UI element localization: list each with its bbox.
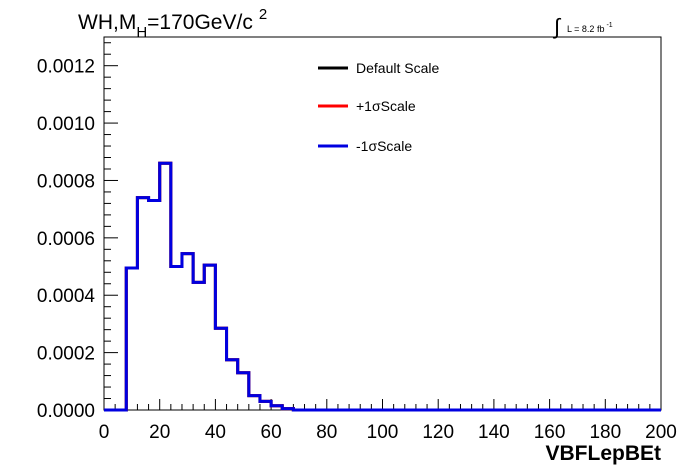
x-tick-label: 20	[149, 422, 170, 443]
title-part-superscript: 2	[259, 6, 267, 23]
x-tick-label: 40	[205, 422, 226, 443]
x-tick-label: 80	[316, 422, 337, 443]
legend-label-minus-sigma-scale: -1σScale	[356, 138, 412, 154]
y-tick-label: 0.0008	[37, 171, 95, 192]
series-line-2	[104, 161, 661, 412]
x-tick-label: 0	[99, 422, 110, 443]
title-part-rest: =170GeV/c	[147, 11, 253, 34]
x-tick-label: 100	[367, 422, 399, 443]
y-tick-label: 0.0010	[37, 114, 95, 135]
lumi-label: L = 8.2 fb -1	[567, 22, 613, 34]
legend: Default Scale +1σScale -1σScale	[318, 60, 439, 154]
chart-title: WH,MH=170GeV/c 2	[78, 6, 267, 41]
lumi-exponent: -1	[606, 22, 612, 29]
lumi-integral-sign: ∫	[552, 14, 562, 39]
y-axis-ticks	[104, 42, 118, 411]
x-tick-label: 160	[534, 422, 566, 443]
plot-frame	[103, 36, 662, 411]
y-tick-label: 0.0012	[37, 57, 95, 78]
x-tick-label: 60	[261, 422, 282, 443]
lumi-label-text: L = 8.2 fb	[567, 24, 604, 34]
legend-label-plus-sigma-scale: +1σScale	[356, 98, 416, 114]
title-part-subscript: H	[136, 24, 147, 41]
series-group	[104, 161, 661, 412]
y-tick-label: 0.0004	[37, 286, 96, 307]
title-part-main: WH,M	[78, 11, 136, 34]
x-axis-label: VBFLepBEt	[546, 442, 662, 465]
x-axis-tick-labels: 0 20 40 60 80 100 120 140 160 180 200	[99, 422, 677, 443]
y-axis-tick-labels: 0.0000 0.0002 0.0004 0.0006 0.0008 0.0010 0.00…	[37, 57, 96, 422]
y-tick-label: 0.0000	[37, 401, 95, 422]
y-tick-label: 0.0006	[37, 229, 95, 250]
x-tick-label: 200	[645, 422, 677, 443]
x-tick-label: 120	[422, 422, 454, 443]
x-axis-ticks	[103, 399, 662, 410]
legend-label-default-scale: Default Scale	[356, 60, 439, 76]
series-line-1	[104, 161, 661, 412]
y-tick-label: 0.0002	[37, 344, 95, 365]
x-tick-label: 140	[478, 422, 510, 443]
x-tick-label: 180	[589, 422, 621, 443]
series-line-0	[104, 161, 661, 412]
